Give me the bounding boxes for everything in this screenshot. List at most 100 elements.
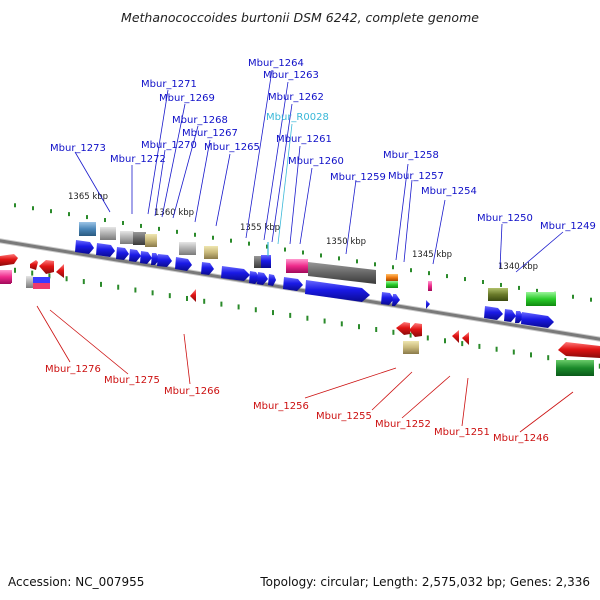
scale-label-1365: 1365 kbp	[68, 192, 108, 202]
forward-cds-arrow	[261, 255, 271, 268]
gene-label-mbur-1262: Mbur_1262	[268, 92, 324, 103]
forward-cds-arrow	[175, 257, 192, 271]
accession-text: Accession: NC_007955	[8, 575, 145, 589]
scale-label-1345: 1345 kbp	[412, 250, 452, 260]
gene-label-mbur-1269: Mbur_1269	[159, 93, 215, 104]
gene-label-mbur-1251: Mbur_1251	[434, 427, 490, 438]
forward-cds-arrow	[201, 262, 214, 275]
scale-label-1355: 1355 kbp	[240, 223, 280, 233]
scale-ticks	[14, 203, 600, 369]
forward-cds-arrow	[75, 240, 94, 254]
forward-cds-arrow	[381, 292, 394, 305]
forward-cds-arrow	[249, 271, 260, 284]
forward-cds-arrow	[129, 249, 141, 262]
forward-category-track	[0, 222, 556, 306]
gene-label-mbur-1250: Mbur_1250	[477, 213, 533, 224]
category-box	[386, 281, 398, 288]
gene-label-mbur-1255: Mbur_1255	[316, 411, 372, 422]
reverse-gene-labels: Mbur_1276 Mbur_1275 Mbur_1266 Mbur_1256 …	[45, 364, 549, 444]
reverse-cds-arrow	[452, 330, 459, 343]
forward-cds-track	[75, 240, 554, 328]
gene-label-mbur-1268: Mbur_1268	[172, 115, 228, 126]
category-box	[145, 234, 157, 247]
reverse-cds-arrow	[0, 254, 18, 266]
gene-label-mbur-r0028: Mbur_R0028	[266, 112, 329, 123]
forward-cds-arrow	[484, 306, 503, 320]
reverse-cds-arrow	[190, 289, 196, 302]
category-box	[133, 232, 146, 245]
category-box	[428, 281, 432, 291]
reverse-cds-arrow	[56, 264, 64, 278]
gene-label-mbur-1254: Mbur_1254	[421, 186, 477, 197]
category-box	[100, 227, 116, 240]
reverse-category-track	[0, 270, 594, 376]
gene-label-mbur-1271: Mbur_1271	[141, 79, 197, 90]
gene-label-mbur-1273: Mbur_1273	[50, 143, 106, 154]
gene-label-mbur-1264: Mbur_1264	[248, 58, 304, 69]
forward-cds-arrow	[521, 312, 554, 328]
forward-cds-arrow	[221, 266, 250, 281]
forward-gene-labels: Mbur_1264 Mbur_1263 Mbur_1271 Mbur_1262 …	[50, 58, 596, 232]
category-box	[204, 246, 218, 259]
category-box	[308, 262, 376, 284]
category-box	[33, 283, 50, 289]
scale-label-1350: 1350 kbp	[326, 237, 366, 247]
forward-cds-arrow	[116, 247, 129, 260]
gene-label-mbur-1257: Mbur_1257	[388, 171, 444, 182]
gene-label-mbur-1259: Mbur_1259	[330, 172, 386, 183]
forward-cds-arrow	[268, 274, 276, 286]
forward-cds-arrow	[151, 253, 160, 265]
gene-label-mbur-1265: Mbur_1265	[204, 142, 260, 153]
forward-cds-arrow	[140, 251, 152, 264]
category-box	[26, 276, 33, 288]
scale-label-1340: 1340 kbp	[498, 262, 538, 272]
category-box	[403, 341, 419, 354]
forward-cds-arrow	[157, 254, 172, 267]
category-box	[386, 274, 398, 281]
reverse-cds-arrow	[558, 342, 600, 358]
category-box	[179, 242, 196, 255]
category-box	[33, 277, 50, 283]
category-box	[556, 360, 594, 376]
forward-cds-arrow	[515, 311, 524, 323]
reverse-cds-arrow	[39, 260, 54, 274]
reverse-cds-arrow	[396, 322, 410, 335]
forward-cds-arrow	[257, 272, 268, 285]
gene-label-mbur-1258: Mbur_1258	[383, 150, 439, 161]
category-box	[120, 231, 134, 244]
gene-label-mbur-1270: Mbur_1270	[141, 140, 197, 151]
category-box	[79, 222, 96, 236]
forward-cds-arrow	[305, 280, 370, 302]
category-box	[286, 259, 308, 273]
reverse-cds-arrow	[30, 260, 38, 270]
category-box	[526, 292, 556, 306]
gene-label-mbur-1272: Mbur_1272	[110, 154, 166, 165]
reverse-cds-track	[0, 254, 600, 358]
gene-label-mbur-1256: Mbur_1256	[253, 401, 309, 412]
gene-label-mbur-1261: Mbur_1261	[276, 134, 332, 145]
top-leader-lines	[74, 69, 564, 273]
forward-cds-arrow	[96, 243, 115, 257]
genome-backbone	[0, 238, 600, 342]
gene-label-mbur-1267: Mbur_1267	[182, 128, 238, 139]
category-box	[0, 270, 11, 284]
rna-leader-line	[277, 123, 293, 245]
forward-cds-arrow	[392, 294, 400, 306]
gene-label-mbur-1263: Mbur_1263	[263, 70, 319, 81]
gene-label-mbur-1249: Mbur_1249	[540, 221, 596, 232]
forward-cds-arrow	[283, 277, 303, 291]
bottom-leader-lines	[36, 305, 574, 433]
reverse-cds-arrow	[462, 332, 469, 345]
genome-summary-text: Topology: circular; Length: 2,575,032 bp…	[260, 575, 590, 589]
gene-label-mbur-1252: Mbur_1252	[375, 419, 431, 430]
gene-label-mbur-1260: Mbur_1260	[288, 156, 344, 167]
forward-cds-arrow	[504, 309, 516, 322]
reverse-cds-arrow	[409, 323, 422, 337]
category-box	[254, 256, 262, 268]
gene-label-mbur-1266: Mbur_1266	[164, 386, 220, 397]
gene-label-mbur-1276: Mbur_1276	[45, 364, 101, 375]
category-box	[488, 288, 508, 301]
gene-label-mbur-1246: Mbur_1246	[493, 433, 549, 444]
forward-cds-arrow	[426, 300, 430, 309]
